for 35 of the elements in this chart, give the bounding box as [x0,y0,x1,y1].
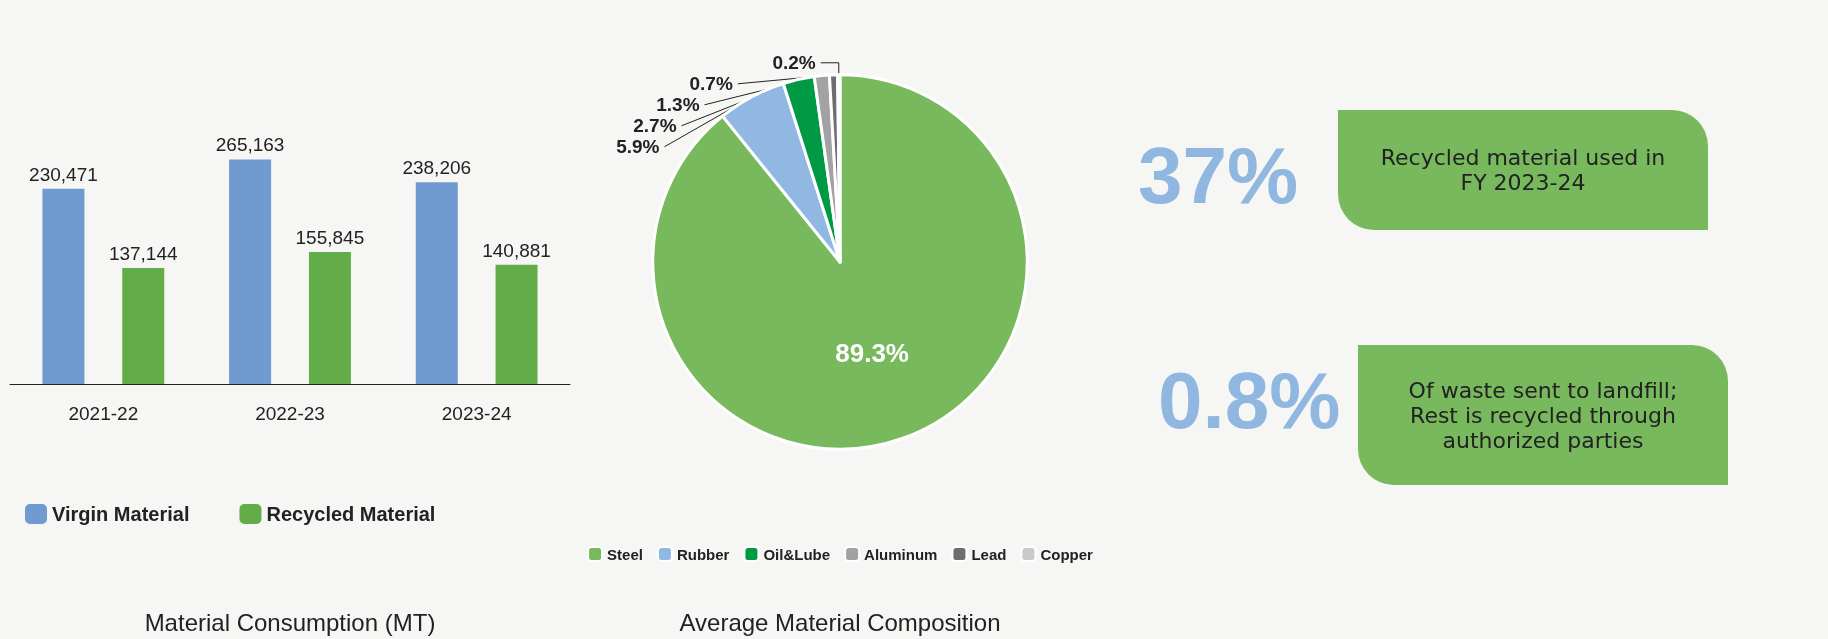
data-label: 238,206 [402,157,472,179]
legend-label: Virgin Material [52,503,190,525]
bar [229,159,272,384]
bar [122,267,165,384]
bar [308,252,351,384]
legend-label: Rubber [676,545,730,563]
x-tick-label: 2023-24 [441,403,512,424]
data-label: 5.9% [616,136,660,158]
text: 37% [1138,130,1299,222]
data-label: 137,144 [108,242,178,264]
data-label: 265,163 [215,134,285,156]
data-label: 230,471 [29,163,98,185]
bar [495,264,538,384]
bar [415,182,458,384]
data-label: 2.7% [633,115,677,137]
data-label: 155,845 [295,227,365,249]
legend-label: Recycled Material [266,503,436,525]
text: 0.8% [1158,355,1341,447]
legend-label: Oil&Lube [763,545,831,563]
legend-label: Copper [1040,545,1094,563]
text: Recycled material used in FY 2023-24 [1338,110,1708,230]
data-label: 89.3% [835,338,909,369]
legend-label: Aluminum [864,545,938,563]
data-label: 140,881 [482,239,551,261]
x-tick-label: 2022-23 [255,403,325,424]
text: Material Consumption (MT) [144,608,436,636]
data-label: 0.2% [772,52,816,74]
text: Average Material Composition [679,608,1001,636]
legend-label: Steel [607,545,643,563]
legend-label: Lead [971,545,1007,563]
data-label: 0.7% [689,73,733,95]
data-label: 1.3% [656,94,700,116]
bar [42,188,85,384]
x-tick-label: 2021-22 [68,403,139,424]
text: Of waste sent to landfill; Rest is recycled through authorized parties [1358,345,1728,485]
